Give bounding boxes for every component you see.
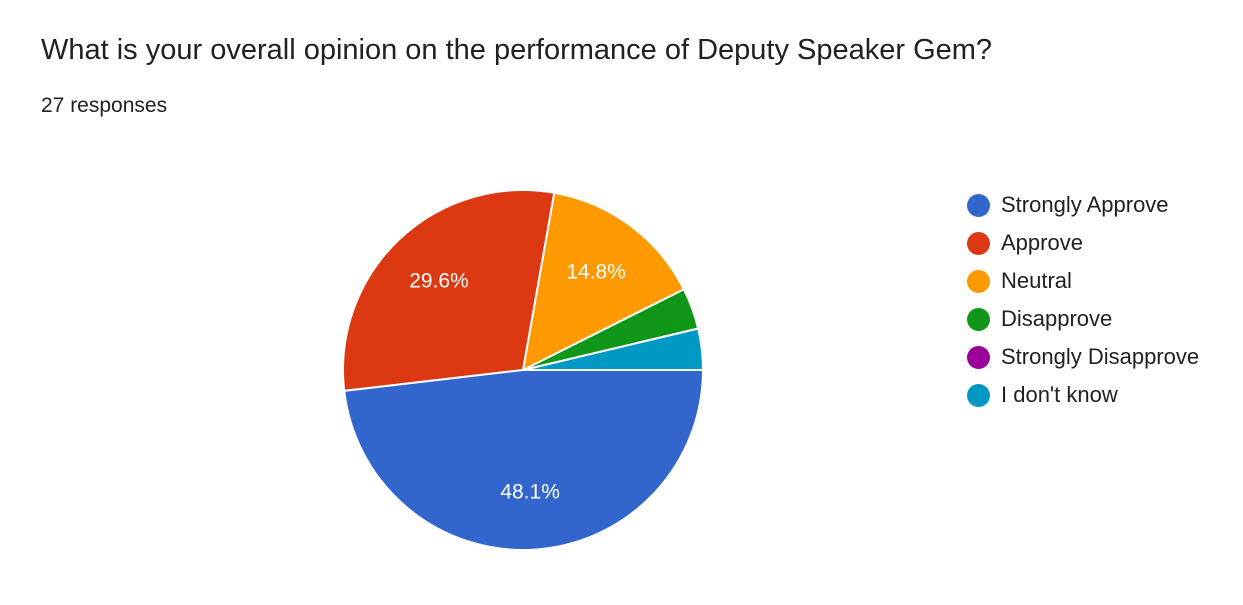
legend-label: Strongly Approve bbox=[1001, 192, 1169, 217]
legend-item-i-don-t-know[interactable]: I don't know bbox=[967, 376, 1199, 414]
legend-swatch-icon bbox=[967, 231, 990, 255]
legend-item-approve[interactable]: Approve bbox=[967, 224, 1199, 262]
pie-chart: 14.8% 29.6% 48.1% bbox=[342, 189, 704, 551]
legend-swatch-icon bbox=[967, 383, 990, 407]
legend-swatch-icon bbox=[967, 307, 990, 331]
legend-swatch-icon bbox=[967, 269, 990, 293]
chart-legend: Strongly Approve Approve Neutral Disapprove… bbox=[967, 186, 1199, 414]
pie-slice-approve[interactable] bbox=[342, 189, 556, 392]
pie-slices bbox=[342, 189, 704, 551]
slice-label-strongly-approve: 48.1% bbox=[500, 481, 560, 504]
pie-slice-neutral[interactable] bbox=[522, 191, 685, 371]
legend-label: Neutral bbox=[1001, 268, 1072, 293]
legend-label: I don't know bbox=[1001, 382, 1118, 407]
legend-item-neutral[interactable]: Neutral bbox=[967, 262, 1199, 300]
legend-label: Approve bbox=[1001, 230, 1083, 255]
pie-slice-strongly-approve[interactable] bbox=[343, 369, 704, 551]
legend-item-strongly-disapprove[interactable]: Strongly Disapprove bbox=[967, 338, 1199, 376]
legend-swatch-icon bbox=[967, 345, 990, 369]
slice-label-approve: 29.6% bbox=[409, 269, 469, 292]
legend-item-disapprove[interactable]: Disapprove bbox=[967, 300, 1199, 338]
legend-swatch-icon bbox=[967, 193, 990, 217]
legend-label: Disapprove bbox=[1001, 306, 1113, 331]
slice-label-neutral: 14.8% bbox=[566, 260, 626, 283]
legend-label: Strongly Disapprove bbox=[1001, 344, 1200, 369]
question-title: What is your overall opinion on the perf… bbox=[41, 34, 993, 66]
pie-labels: 14.8% 29.6% 48.1% bbox=[409, 260, 626, 503]
response-count: 27 responses bbox=[41, 94, 168, 117]
legend-item-strongly-approve[interactable]: Strongly Approve bbox=[967, 186, 1199, 224]
